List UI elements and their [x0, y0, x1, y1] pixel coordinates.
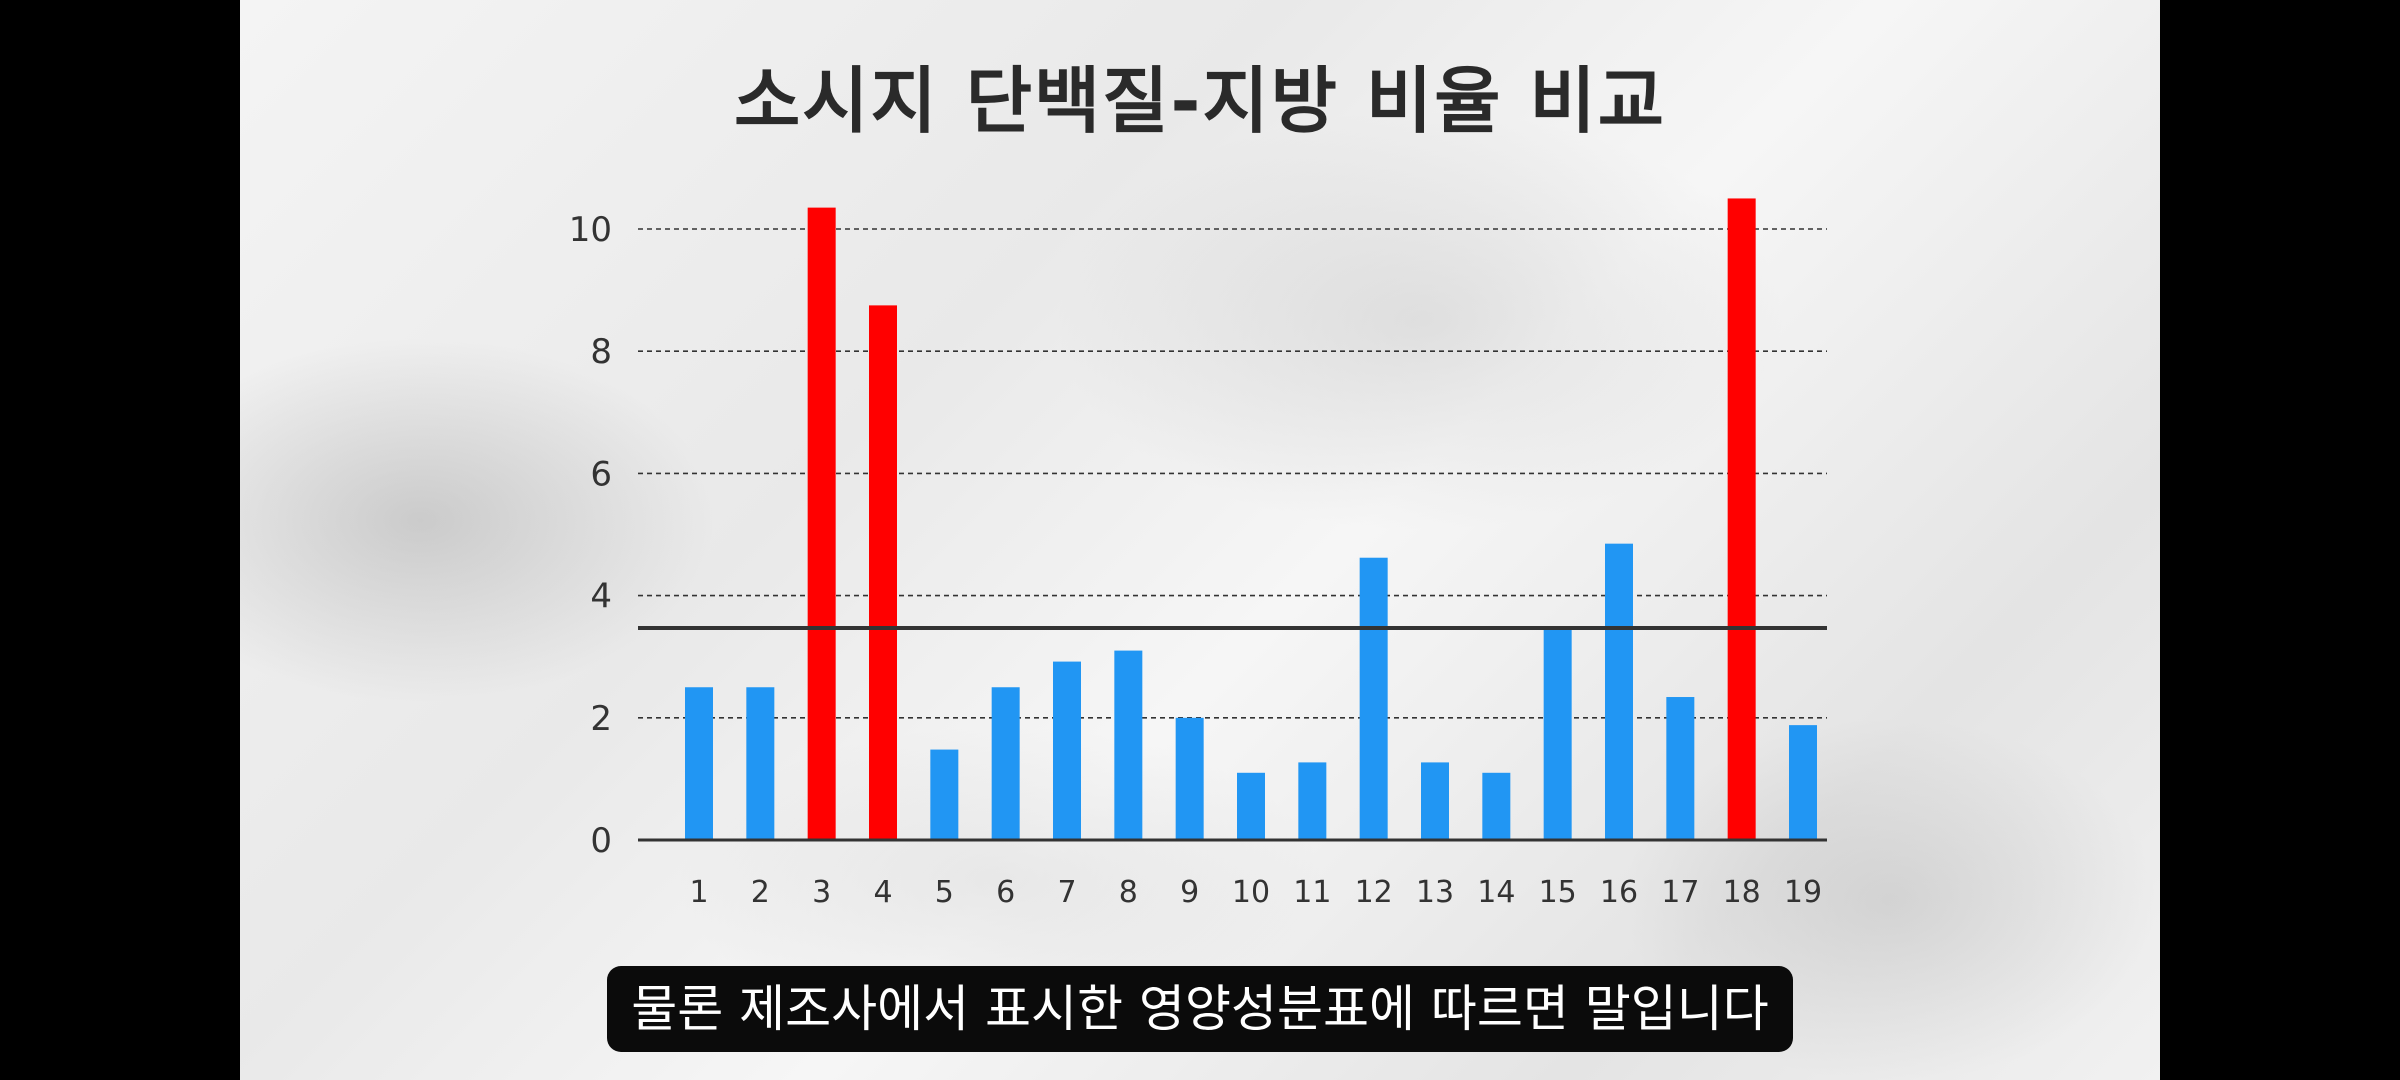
x-tick-label: 19 [1784, 875, 1822, 910]
x-tick-label: 2 [751, 875, 770, 910]
bar [1359, 557, 1388, 840]
x-tick-label: 16 [1600, 875, 1638, 910]
bar [1175, 717, 1204, 840]
x-tick-label: 6 [996, 875, 1015, 910]
x-tick-label: 15 [1539, 875, 1577, 910]
y-tick-label: 6 [590, 454, 612, 494]
x-tick-label: 14 [1477, 875, 1515, 910]
bar [685, 687, 713, 840]
bar [1605, 543, 1633, 840]
x-tick-label: 17 [1661, 875, 1699, 910]
x-tick-label: 8 [1119, 875, 1138, 910]
y-tick-label: 4 [590, 577, 612, 617]
bar [1237, 772, 1265, 840]
x-tick-label: 18 [1723, 875, 1761, 910]
bar [1114, 650, 1143, 840]
bar-highlighted [1727, 198, 1756, 840]
y-tick-label: 10 [569, 210, 612, 250]
bar [1666, 697, 1695, 840]
bar [991, 687, 1020, 840]
video-frame: 소시지 단백질-지방 비율 비교 0 2 4 6 8 10 1 2 3 4 5 6 7 8 9 10 11 12 1… [240, 0, 2160, 1080]
y-tick-label: 8 [590, 332, 612, 372]
bar [1482, 772, 1511, 840]
x-tick-label: 10 [1232, 875, 1270, 910]
x-tick-label: 12 [1355, 875, 1393, 910]
bar-highlighted [869, 305, 897, 840]
x-tick-label: 5 [935, 875, 954, 910]
bar [1053, 661, 1081, 840]
bar [1298, 762, 1327, 840]
bar [930, 749, 959, 840]
x-tick-label: 1 [689, 875, 708, 910]
bar [1421, 762, 1449, 840]
video-caption: 물론 제조사에서 표시한 영양성분표에 따르면 말입니다 [607, 966, 1793, 1052]
y-tick-label: 0 [590, 821, 612, 861]
x-tick-label: 13 [1416, 875, 1454, 910]
x-tick-label: 7 [1057, 875, 1076, 910]
x-tick-label: 11 [1293, 875, 1331, 910]
bar [1789, 725, 1817, 840]
x-tick-label: 9 [1180, 875, 1199, 910]
bar-highlighted [807, 207, 836, 841]
y-tick-label: 2 [590, 699, 612, 739]
bar [746, 687, 775, 840]
x-tick-label: 4 [873, 875, 892, 910]
x-tick-label: 3 [812, 875, 831, 910]
bar [1543, 626, 1572, 840]
chart-title: 소시지 단백질-지방 비율 비교 [734, 59, 1666, 143]
